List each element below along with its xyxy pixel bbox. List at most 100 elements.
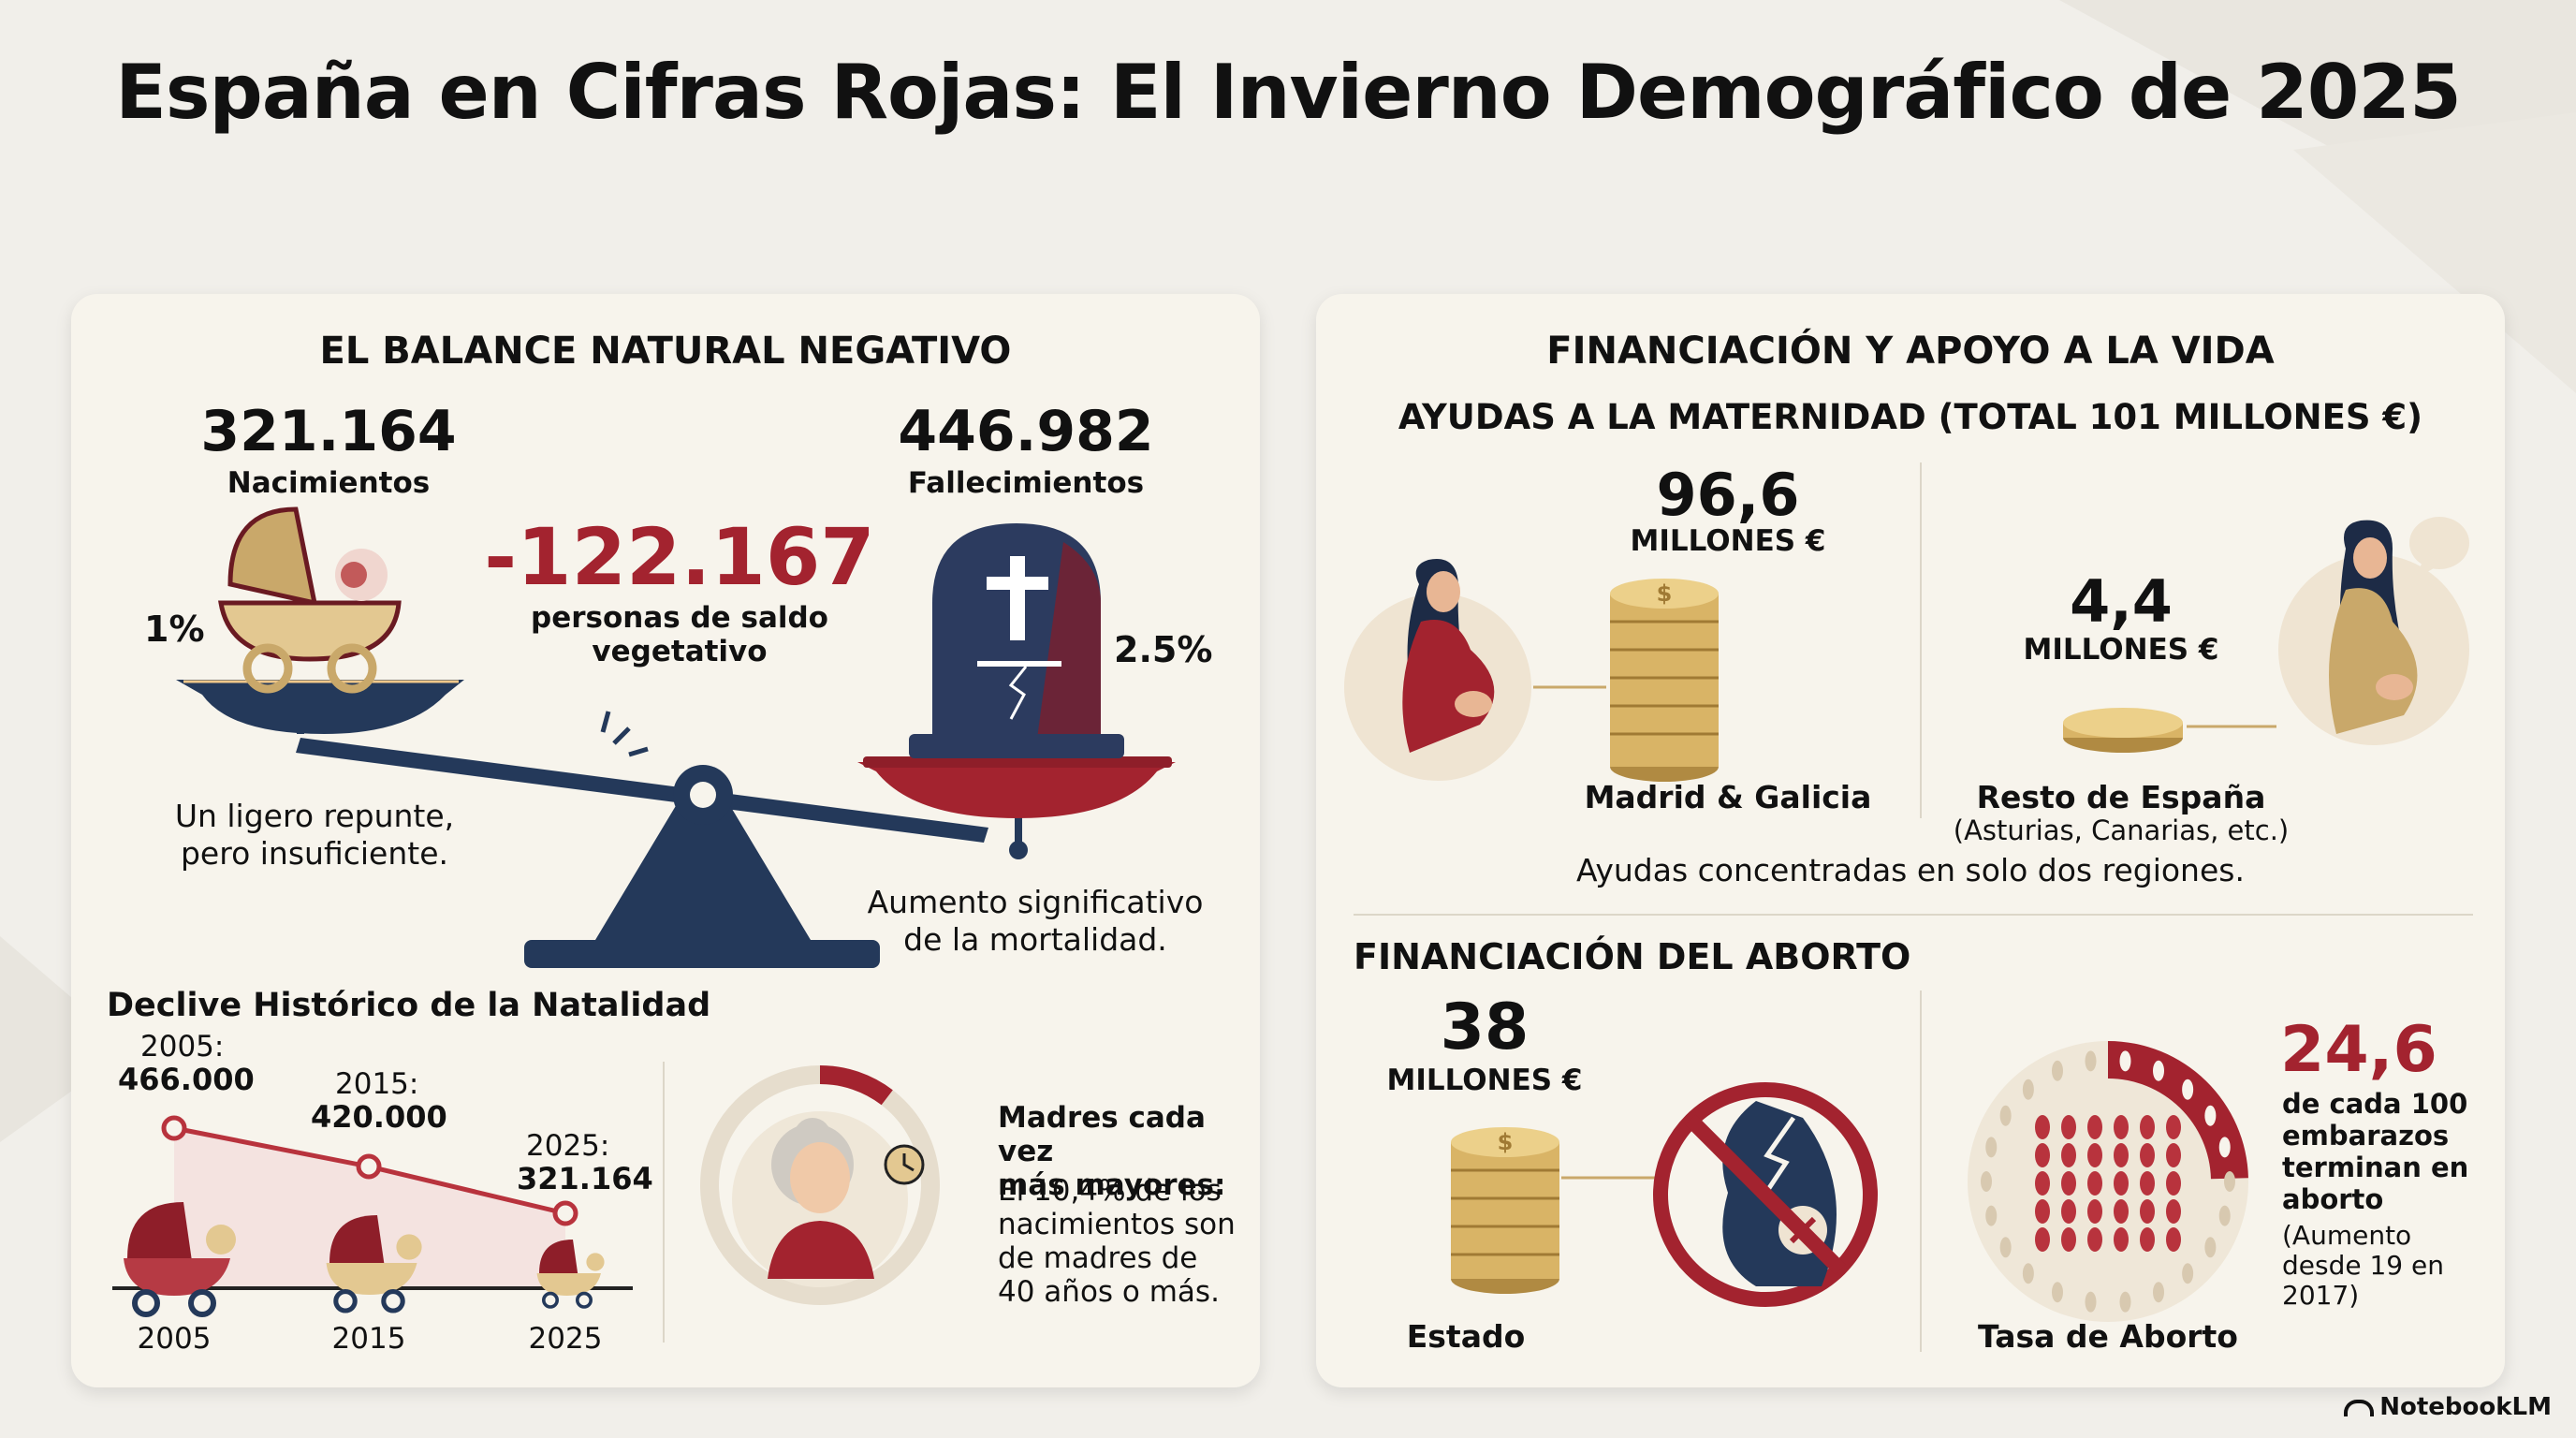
- ring-figure: [2022, 1078, 2034, 1100]
- ring-figure: [2051, 1282, 2063, 1303]
- ring-figure: [2119, 1291, 2131, 1313]
- births-value: 321.164: [200, 399, 457, 464]
- pregnant-woman-gold-icon: [2329, 520, 2418, 734]
- elderly-woman-icon: [768, 1118, 874, 1279]
- grid-figure: [2114, 1199, 2129, 1224]
- history-year-2005: 2005:: [140, 1030, 225, 1064]
- history-year-2025: 2025:: [526, 1129, 610, 1163]
- left-divider: [663, 1062, 665, 1343]
- stroller-2015-icon: [326, 1215, 422, 1313]
- ring-figure: [2182, 1263, 2194, 1284]
- grid-figure: [2087, 1115, 2102, 1139]
- svg-text:$: $: [1657, 580, 1673, 607]
- ring-figure: [1985, 1137, 1998, 1158]
- ring-figure: [2153, 1282, 2165, 1303]
- grid-figure: [2114, 1143, 2129, 1167]
- coin-stack-large-icon: $: [1610, 579, 1719, 782]
- deaths-label: Fallecimientos: [907, 466, 1145, 500]
- ring-figure: [2218, 1205, 2231, 1226]
- rate-text: de cada 100 embarazos terminan en aborto: [2282, 1088, 2469, 1215]
- births-change: 1%: [144, 609, 205, 650]
- grid-figure: [2035, 1227, 2050, 1252]
- funding-panel: FINANCIACIÓN Y APOYO A LA VIDA AYUDAS A …: [1316, 294, 2505, 1387]
- grid-figure: [2140, 1227, 2155, 1252]
- grid-figure: [2140, 1143, 2155, 1167]
- history-value-2025: 321.164: [517, 1161, 653, 1196]
- abortion-illustration: $: [1451, 990, 2248, 1352]
- scale-illustration: [176, 506, 1176, 968]
- history-point-2015: [356, 1153, 382, 1180]
- state-value: 38: [1440, 990, 1530, 1064]
- ring-figure: [1999, 1237, 2012, 1258]
- stroller-icon: [218, 506, 402, 694]
- grid-figure: [2087, 1199, 2102, 1224]
- funding-header: FINANCIACIÓN Y APOYO A LA VIDA: [1546, 330, 2275, 373]
- history-chart: [112, 1115, 633, 1317]
- footer-label: NotebookLM: [2379, 1393, 2552, 1421]
- balance-panel: EL BALANCE NATURAL NEGATIVO 321.164 Naci…: [71, 294, 1260, 1387]
- ring-figure: [2085, 1291, 2097, 1313]
- births-label: Nacimientos: [227, 466, 431, 500]
- madrid-label: Madrid & Galicia: [1584, 779, 1872, 815]
- rest-unit: MILLONES €: [2023, 633, 2219, 667]
- abortion-title: FINANCIACIÓN DEL ABORTO: [1354, 936, 1911, 977]
- mothers-ring: [700, 1065, 940, 1305]
- state-label: Estado: [1406, 1318, 1526, 1355]
- ring-figure: [2153, 1060, 2165, 1081]
- ring-figure: [2204, 1105, 2217, 1126]
- grid-figure: [2087, 1143, 2102, 1167]
- rest-value: 4,4: [2070, 567, 2173, 636]
- grid-figure: [2061, 1115, 2076, 1139]
- stroller-2025-icon: [536, 1240, 605, 1309]
- ring-figure: [2204, 1237, 2217, 1258]
- ring-figure: [2022, 1263, 2034, 1284]
- grid-figure: [2087, 1227, 2102, 1252]
- grid-figure: [2166, 1199, 2181, 1224]
- maternity-title: AYUDAS A LA MATERNIDAD (TOTAL 101 MILLON…: [1398, 397, 2423, 437]
- grid-figure: [2035, 1199, 2050, 1224]
- history-value-2005: 466.000: [118, 1062, 255, 1097]
- notebooklm-icon: [2344, 1399, 2375, 1416]
- coin-stack-state-icon: $: [1451, 1127, 1559, 1294]
- stroller-2005-icon: [124, 1202, 236, 1317]
- grid-figure: [2166, 1171, 2181, 1196]
- maternity-note: Ayudas concentradas en solo dos regiones…: [1576, 852, 2245, 888]
- grid-figure: [2140, 1115, 2155, 1139]
- deaths-change: 2.5%: [1114, 629, 1213, 670]
- history-point-2005: [161, 1115, 187, 1141]
- grid-figure: [2061, 1227, 2076, 1252]
- rest-sub: (Asturias, Canarias, etc.): [1953, 814, 2290, 846]
- page-title: España en Cifras Rojas: El Invierno Demo…: [115, 49, 2462, 136]
- history-point-2025: [552, 1200, 578, 1226]
- pregnant-woman-red-icon: [1402, 559, 1495, 753]
- history-axis-2025: 2025: [528, 1322, 603, 1356]
- madrid-value: 96,6: [1656, 461, 1800, 529]
- state-unit: MILLONES €: [1386, 1064, 1583, 1097]
- balance-label: personas de saldo vegetativo: [531, 601, 828, 668]
- rate-sub: (Aumento desde 19 en 2017): [2282, 1220, 2444, 1311]
- abortion-rate-icon: [1968, 1041, 2248, 1322]
- deaths-note: Aumento significativo de la mortalidad.: [867, 884, 1204, 958]
- speech-bubble-icon: [2409, 517, 2469, 579]
- svg-text:$: $: [1498, 1129, 1514, 1155]
- ring-figure: [2218, 1137, 2231, 1158]
- clock-icon: [884, 1144, 925, 1185]
- grid-figure: [2166, 1227, 2181, 1252]
- history-value-2015: 420.000: [311, 1099, 447, 1135]
- ring-figure: [2051, 1060, 2063, 1081]
- deaths-value: 446.982: [898, 399, 1154, 464]
- notebooklm-logo: NotebookLM: [2344, 1393, 2552, 1421]
- rest-label: Resto de España: [1976, 779, 2266, 815]
- history-title: Declive Histórico de la Natalidad: [107, 987, 711, 1024]
- grid-figure: [2114, 1227, 2129, 1252]
- balance-value: -122.167: [484, 511, 875, 603]
- tombstone-icon: [909, 523, 1124, 758]
- rate-label: Tasa de Aborto: [1978, 1318, 2238, 1355]
- grid-figure: [2035, 1143, 2050, 1167]
- history-axis-2015: 2015: [331, 1322, 406, 1356]
- balance-header: EL BALANCE NATURAL NEGATIVO: [319, 330, 1012, 373]
- grid-figure: [2087, 1171, 2102, 1196]
- grid-figure: [2035, 1171, 2050, 1196]
- right-divider: [1354, 914, 2473, 916]
